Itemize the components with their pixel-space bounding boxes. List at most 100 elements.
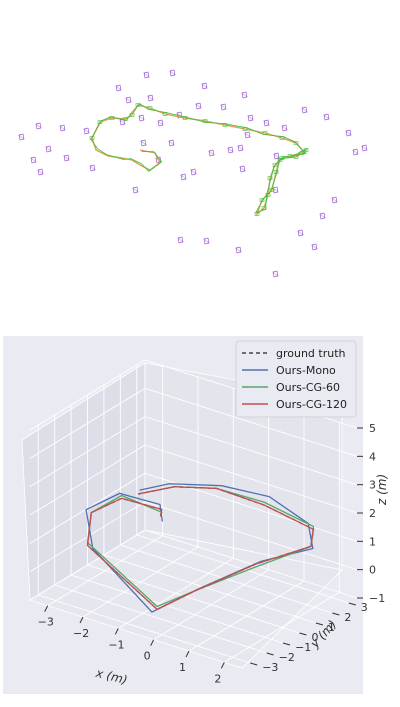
y-tick-mark — [348, 602, 356, 606]
camera-frustum — [169, 69, 176, 77]
y-tick-label: 3 — [361, 601, 368, 614]
camera-frustum — [125, 96, 132, 104]
camera-frustum — [272, 270, 279, 278]
trajectory-main-keyframes — [90, 103, 308, 214]
keyframe-marker — [89, 136, 95, 140]
camera-frustum — [35, 122, 42, 130]
camera-frustum — [220, 103, 227, 111]
keyframe-marker — [109, 116, 115, 120]
keyframe-marker — [277, 158, 283, 162]
legend-entry-label: Ours-Mono — [276, 364, 336, 377]
camera-frustum — [247, 114, 254, 122]
camera-frustum — [18, 133, 25, 141]
keyframe-marker — [202, 119, 208, 123]
camera-frustum — [235, 246, 242, 254]
camera-frustum — [195, 102, 202, 110]
camera-frustum — [83, 127, 90, 135]
camera-frustum — [239, 165, 246, 173]
x-tick-mark — [185, 650, 190, 658]
grid-line — [87, 564, 300, 634]
legend: ground truth Ours-Mono Ours-CG-60 Ours-CG-1… — [235, 340, 357, 418]
camera-frustum — [237, 144, 244, 152]
camera-frustum — [168, 139, 175, 147]
y-tick-mark — [250, 662, 258, 666]
camera-frustum — [281, 124, 288, 132]
grid-line — [144, 501, 358, 571]
keyframe-marker — [299, 151, 305, 155]
z-tick-label: 1 — [369, 535, 376, 548]
keyframe-marker — [265, 193, 271, 197]
x-tick-label: −1 — [108, 638, 124, 651]
y-tick-mark — [332, 612, 340, 616]
z-tick-label: 0 — [369, 564, 376, 577]
keyframe-marker — [287, 154, 293, 158]
camera-frustum — [273, 152, 280, 160]
keyframe-marker — [293, 155, 299, 159]
keyframe-marker — [273, 170, 279, 174]
z-tick-label: 4 — [369, 450, 376, 463]
camera-frustum — [143, 71, 150, 79]
y-tick-mark — [299, 632, 307, 636]
grid-line — [29, 529, 146, 601]
keyframe-marker — [262, 131, 268, 135]
camera-frustum — [89, 164, 96, 172]
keyframe-marker — [147, 106, 153, 110]
camera-frustum — [297, 229, 304, 237]
keyframe-marker — [259, 198, 265, 202]
camera-frustum — [208, 149, 215, 157]
legend-entry-label: Ours-CG-120 — [276, 398, 347, 411]
y-tick-mark — [315, 622, 324, 626]
camera-frustum — [201, 82, 208, 90]
camera-frustum — [59, 124, 66, 132]
camera-frustum — [180, 173, 187, 181]
camera-frustum — [115, 84, 122, 92]
camera-frustum — [157, 119, 164, 127]
camera-frustum — [177, 236, 184, 244]
camera-frustum — [244, 131, 251, 139]
camera-frustum — [301, 106, 308, 114]
reconstructed-trajectory-layer — [89, 103, 309, 217]
keyframe-marker — [129, 113, 135, 117]
camera-frustum — [319, 212, 326, 220]
grid-line — [144, 387, 358, 457]
camera-frustum — [311, 243, 318, 251]
y-tick-label: −2 — [279, 651, 295, 664]
camera-frustum — [263, 119, 270, 127]
keyframe-marker — [135, 103, 141, 107]
x-tick-mark — [79, 616, 84, 624]
legend-entry-label: Ours-CG-60 — [276, 381, 340, 394]
legend-entry-label: ground truth — [276, 347, 346, 360]
y-tick-label: −3 — [262, 661, 278, 674]
x-tick-label: 1 — [179, 661, 186, 674]
camera-frustum — [190, 168, 197, 176]
grid-line — [38, 594, 251, 664]
z-tick-label: 3 — [369, 479, 376, 492]
x-tick-label: 2 — [214, 672, 221, 685]
camera-frustum — [345, 129, 352, 137]
y-tick-label: 0 — [312, 631, 319, 644]
z-tick-label: 5 — [369, 422, 376, 435]
camera-frustum — [63, 154, 70, 162]
keyframe-marker — [303, 148, 309, 152]
keyframe-marker — [242, 127, 248, 131]
camera-frustum — [30, 156, 37, 164]
x-tick-label: −3 — [38, 616, 54, 629]
camera-frustum-layer — [18, 69, 368, 278]
grid-lines — [29, 359, 358, 664]
camera-frustum — [37, 168, 44, 176]
camera-frustum — [45, 145, 52, 153]
grid-line — [70, 574, 284, 644]
grid-line — [29, 359, 146, 431]
camera-frustum — [132, 186, 139, 194]
map-reconstruction-panel — [18, 69, 368, 278]
grid-line — [144, 416, 358, 486]
legend-box — [235, 340, 357, 418]
keyframe-marker — [267, 176, 273, 180]
grid-line — [54, 584, 267, 654]
keyframe-marker — [269, 188, 275, 192]
camera-frustum — [352, 148, 359, 156]
trajectory-branch-keyframes — [90, 139, 163, 173]
grid-line — [29, 416, 146, 488]
